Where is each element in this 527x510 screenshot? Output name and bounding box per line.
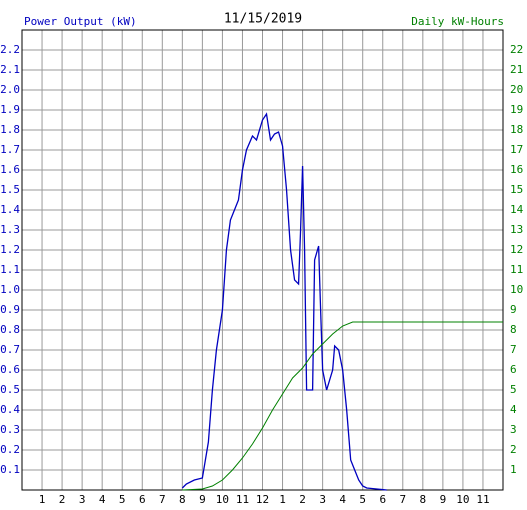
x-tick-label: 5 — [119, 493, 126, 506]
x-tick-label: 3 — [319, 493, 326, 506]
y2-tick-label: 7 — [510, 343, 517, 356]
x-tick-label: 4 — [99, 493, 106, 506]
y2-tick-label: 1 — [510, 463, 517, 476]
y-tick-label: 1.2 — [0, 243, 20, 256]
y-tick-label: 0.9 — [0, 303, 20, 316]
x-tick-label: 7 — [399, 493, 406, 506]
y2-tick-label: 10 — [510, 283, 523, 296]
y-tick-label: 0.5 — [0, 383, 20, 396]
series-line — [181, 112, 387, 491]
y-tick-label: 1.3 — [0, 223, 20, 236]
y2-tick-label: 21 — [510, 63, 523, 76]
plot-border — [21, 29, 504, 491]
y2-tick-label: 22 — [510, 43, 523, 56]
y-tick-label: 0.7 — [0, 343, 20, 356]
x-tick-label: 7 — [159, 493, 166, 506]
x-tick-label: 6 — [379, 493, 386, 506]
y-tick-label: 0.2 — [0, 443, 20, 456]
x-tick-label: 1 — [279, 493, 286, 506]
y2-tick-label: 4 — [510, 403, 517, 416]
y2-tick-label: 3 — [510, 423, 517, 436]
y2-tick-label: 19 — [510, 103, 523, 116]
y2-tick-label: 11 — [510, 263, 523, 276]
y-tick-label: 0.4 — [0, 403, 20, 416]
x-tick-label: 8 — [179, 493, 186, 506]
chart-title: 11/15/2019 — [224, 12, 302, 27]
x-tick-label: 12 — [256, 493, 269, 506]
series-line — [182, 321, 503, 491]
y-tick-label: 1.6 — [0, 163, 20, 176]
x-tick-label: 4 — [339, 493, 346, 506]
x-tick-label: 9 — [199, 493, 206, 506]
y-tick-label: 1.4 — [0, 203, 20, 216]
x-tick-label: 10 — [456, 493, 469, 506]
y-tick-label: 0.8 — [0, 323, 20, 336]
x-tick-label: 11 — [476, 493, 489, 506]
y-axis-label: Power Output (kW) — [24, 15, 137, 28]
y2-tick-label: 13 — [510, 223, 523, 236]
y2-tick-label: 18 — [510, 123, 523, 136]
x-tick-label: 2 — [299, 493, 306, 506]
y-tick-label: 0.1 — [0, 463, 20, 476]
x-tick-label: 11 — [236, 493, 249, 506]
y-tick-label: 2.2 — [0, 43, 20, 56]
y-tick-label: 1.9 — [0, 103, 20, 116]
y2-tick-label: 8 — [510, 323, 517, 336]
x-tick-label: 10 — [216, 493, 229, 506]
x-tick-label: 2 — [59, 493, 66, 506]
y-tick-label: 1.0 — [0, 283, 20, 296]
y-tick-label: 1.8 — [0, 123, 20, 136]
y2-tick-label: 5 — [510, 383, 517, 396]
y2-tick-label: 9 — [510, 303, 517, 316]
y-tick-label: 1.7 — [0, 143, 20, 156]
y-tick-label: 0.6 — [0, 363, 20, 376]
y2-tick-label: 12 — [510, 243, 523, 256]
y-tick-label: 1.5 — [0, 183, 20, 196]
x-tick-label: 5 — [359, 493, 366, 506]
y2-tick-label: 6 — [510, 363, 517, 376]
x-tick-label: 3 — [79, 493, 86, 506]
y-tick-label: 2.1 — [0, 63, 20, 76]
y2-tick-label: 2 — [510, 443, 517, 456]
y-tick-label: 1.1 — [0, 263, 20, 276]
x-tick-label: 9 — [440, 493, 447, 506]
x-tick-label: 8 — [420, 493, 427, 506]
y2-tick-label: 16 — [510, 163, 523, 176]
y-tick-label: 2.0 — [0, 83, 20, 96]
y2-axis-label: Daily kW-Hours — [411, 15, 504, 28]
y2-tick-label: 14 — [510, 203, 524, 216]
y-tick-label: 0.3 — [0, 423, 20, 436]
x-tick-label: 1 — [39, 493, 46, 506]
y2-tick-label: 15 — [510, 183, 523, 196]
x-tick-label: 6 — [139, 493, 146, 506]
y2-tick-label: 20 — [510, 83, 523, 96]
y2-tick-label: 17 — [510, 143, 523, 156]
